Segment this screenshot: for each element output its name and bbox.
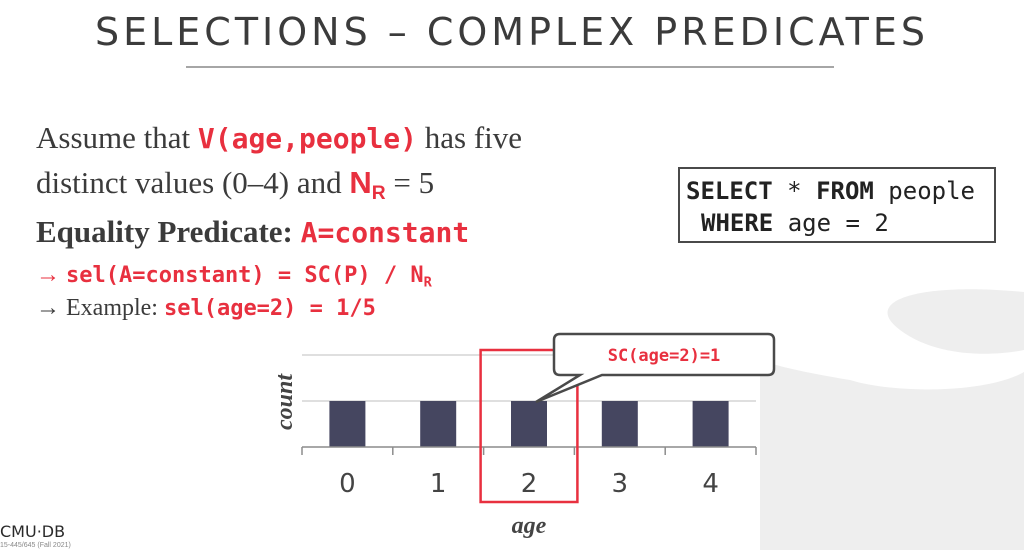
intro-text-2: has five <box>417 120 523 155</box>
callout-bubble <box>535 332 776 404</box>
tick-label-1: 1 <box>430 469 447 499</box>
equality-colon: : <box>282 214 301 249</box>
y-axis-label: count <box>272 373 298 430</box>
course-label: 15-445/645 (Fall 2021) <box>0 542 71 549</box>
formula-expression: sel(A=constant) = SC(P) / N <box>66 263 424 288</box>
intro-line-2: distinct values (0–4) and NR = 5 <box>36 165 434 205</box>
x-axis-label: age <box>512 513 547 539</box>
sql-table: people <box>873 177 976 205</box>
bar-1 <box>420 401 457 447</box>
callout-text: SC(age=2)=1 <box>608 346 721 366</box>
intro-text-3: distinct values (0–4) and <box>36 165 350 200</box>
sql-query-box: SELECT * FROM people WHERE age = 2 <box>678 167 996 243</box>
example-expression: sel(age=2) = 1/5 <box>163 296 376 321</box>
sql-star: * <box>772 177 817 205</box>
bar-4 <box>692 401 729 447</box>
equality-label: Equality Predicate <box>36 214 283 249</box>
sql-line-1: SELECT * FROM people <box>686 175 994 207</box>
arrow-icon: → <box>36 295 66 321</box>
tick-label-3: 3 <box>612 469 629 499</box>
nr-subscript: R <box>371 183 386 205</box>
bar-2 <box>511 401 547 447</box>
equality-heading: Equality Predicate: A=constant <box>36 214 469 250</box>
bar-3 <box>601 401 638 447</box>
slide-title: SELECTIONS – COMPLEX PREDICATES <box>94 10 930 54</box>
equality-expression: A=constant <box>300 216 470 249</box>
database-watermark-icon <box>760 289 1024 550</box>
example-label: Example: <box>66 295 164 321</box>
title-divider <box>186 66 834 68</box>
intro-text-4: = 5 <box>385 165 435 200</box>
bar-0 <box>329 401 366 447</box>
tick-label-2: 2 <box>521 469 538 499</box>
sql-condition: age = 2 <box>773 209 889 237</box>
arrow-icon: → <box>36 262 66 288</box>
sql-select-keyword: SELECT <box>686 177 773 205</box>
v-expression: V(age,people) <box>197 122 418 155</box>
sql-line-2: WHERE age = 2 <box>686 207 994 239</box>
cmu-db-logo: CMU·DB <box>0 522 66 541</box>
bullet-formula: → sel(A=constant) = SC(P) / NR <box>36 262 432 290</box>
highlight-box <box>479 348 579 504</box>
intro-text-1: Assume that <box>36 120 198 155</box>
tick-label-0: 0 <box>339 469 356 499</box>
nr-main: N <box>349 165 372 200</box>
sql-where-keyword: WHERE <box>701 209 774 237</box>
selectivity-callout: SC(age=2)=1 <box>535 332 776 404</box>
sql-from-keyword: FROM <box>816 177 874 205</box>
formula-subscript: R <box>423 274 432 291</box>
intro-line-1: Assume that V(age,people) has five <box>36 120 522 156</box>
tick-label-4: 4 <box>702 469 719 499</box>
bullet-example: → Example: sel(age=2) = 1/5 <box>36 295 376 322</box>
nr-symbol: NR <box>349 165 385 204</box>
